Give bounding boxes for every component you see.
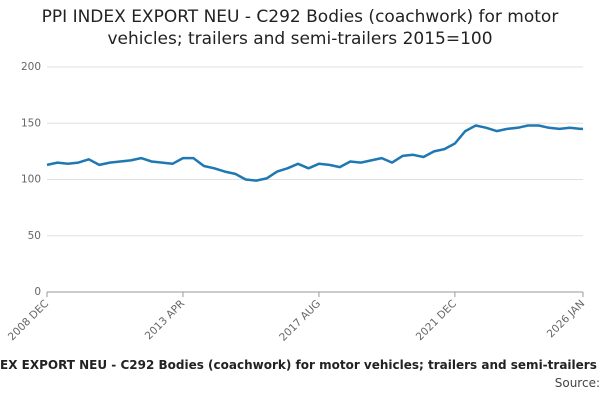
y-tick-label: 150 (21, 117, 41, 129)
chart-title: PPI INDEX EXPORT NEU - C292 Bodies (coac… (41, 7, 559, 49)
y-tick-label: 50 (28, 230, 41, 242)
line (46, 124, 583, 182)
x-tick-label: 2017 AUG (277, 298, 323, 344)
x-tick-label: 2026 JAN (545, 298, 587, 340)
x-tick-label: 2008 DEC (6, 298, 51, 343)
x-tick-label: 2021 DEC (414, 298, 459, 343)
y-tick-label: 200 (21, 61, 41, 73)
y-tick-label: 0 (34, 286, 41, 298)
x-tick-label: 2013 APR (143, 298, 187, 342)
y-tick-label: 100 (21, 174, 41, 186)
caption: EX EXPORT NEU - C292 Bodies (coachwork) … (0, 358, 597, 372)
source: Source: (554, 376, 600, 390)
